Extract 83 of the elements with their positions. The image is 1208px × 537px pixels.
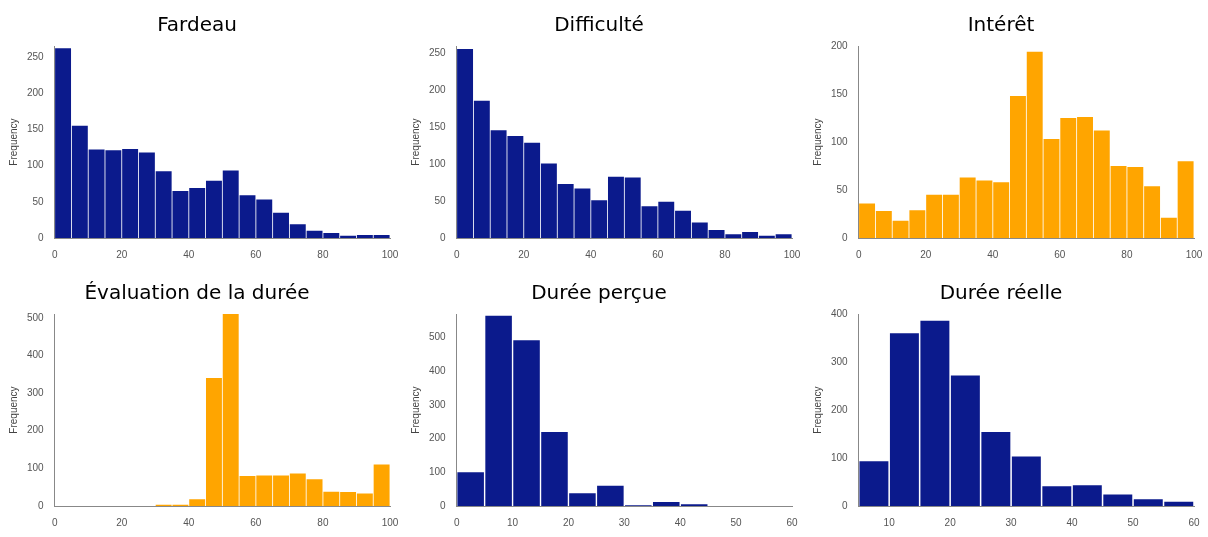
y-tick-label: 200 — [27, 86, 45, 98]
y-tick-label: 0 — [38, 499, 45, 511]
y-axis-title: Frequency — [811, 386, 823, 434]
x-tick-label: 10 — [883, 516, 896, 528]
x-tick-label: 100 — [381, 248, 399, 260]
x-tick-label: 80 — [719, 248, 731, 260]
y-tick-label: 0 — [440, 231, 447, 243]
x-tick-label: 30 — [618, 516, 631, 528]
x-tick-label: 60 — [1188, 516, 1200, 528]
y-tick-label: 50 — [32, 195, 45, 207]
y-tick-label: 100 — [831, 451, 849, 463]
y-tick-label: 0 — [38, 231, 45, 243]
y-tick-label: 200 — [831, 403, 849, 415]
y-axis-title: Frequency — [409, 118, 421, 166]
y-tick-label: 100 — [27, 159, 45, 171]
chart-title: Durée perçue — [531, 280, 667, 305]
x-tick-label: 50 — [730, 516, 743, 528]
y-axis-title: Frequency — [7, 118, 19, 166]
x-tick-label: 30 — [1005, 516, 1018, 528]
y-tick-label: 300 — [429, 398, 447, 410]
x-tick-label: 50 — [1127, 516, 1140, 528]
y-tick-label: 150 — [831, 87, 849, 99]
x-tick-label: 80 — [317, 516, 329, 528]
x-tick-label: 60 — [250, 248, 262, 260]
x-tick-label: 60 — [652, 248, 664, 260]
chart-title: Difficulté — [554, 12, 644, 37]
x-tick-label: 40 — [1066, 516, 1079, 528]
y-tick-label: 50 — [434, 194, 447, 206]
x-tick-label: 60 — [1054, 248, 1066, 260]
y-tick-label: 100 — [831, 135, 849, 147]
x-tick-label: 40 — [183, 248, 195, 260]
y-tick-label: 500 — [429, 331, 447, 343]
y-axis-title: Frequency — [811, 118, 823, 166]
x-tick-label: 20 — [116, 516, 128, 528]
y-tick-label: 100 — [27, 462, 45, 474]
x-tick-label: 40 — [183, 516, 195, 528]
y-tick-label: 50 — [836, 183, 849, 195]
y-tick-label: 200 — [429, 84, 447, 96]
y-axis-title: Frequency — [7, 386, 19, 434]
x-tick-label: 20 — [518, 248, 530, 260]
x-tick-label: 20 — [920, 248, 932, 260]
y-tick-label: 0 — [440, 499, 447, 511]
x-tick-label: 100 — [381, 516, 399, 528]
chart-title: Intérêt — [967, 12, 1035, 37]
x-tick-label: 80 — [317, 248, 329, 260]
x-tick-label: 40 — [987, 248, 999, 260]
y-tick-label: 100 — [429, 466, 447, 478]
x-tick-label: 20 — [116, 248, 128, 260]
y-tick-label: 400 — [429, 365, 447, 377]
x-tick-label: 40 — [674, 516, 687, 528]
chart-title: Durée réelle — [939, 280, 1063, 305]
y-tick-label: 250 — [429, 47, 447, 59]
y-tick-label: 300 — [831, 355, 849, 367]
x-tick-label: 40 — [585, 248, 597, 260]
x-tick-label: 0 — [51, 248, 58, 260]
x-tick-label: 100 — [1185, 248, 1203, 260]
chart-title: Évaluation de la durée — [84, 280, 310, 305]
y-tick-label: 150 — [27, 123, 45, 135]
x-tick-label: 20 — [562, 516, 575, 528]
y-tick-label: 200 — [831, 39, 849, 51]
y-axis-title: Frequency — [409, 386, 421, 434]
x-tick-label: 100 — [783, 248, 801, 260]
x-tick-label: 0 — [453, 516, 460, 528]
x-tick-label: 80 — [1121, 248, 1133, 260]
x-tick-label: 60 — [250, 516, 262, 528]
y-tick-label: 250 — [27, 50, 45, 62]
y-tick-label: 150 — [429, 120, 447, 132]
x-tick-label: 60 — [786, 516, 798, 528]
y-tick-label: 100 — [429, 157, 447, 169]
y-tick-label: 200 — [429, 432, 447, 444]
x-tick-label: 0 — [453, 248, 460, 260]
y-tick-label: 300 — [27, 386, 45, 398]
y-tick-label: 500 — [27, 311, 45, 323]
x-tick-label: 0 — [855, 248, 862, 260]
y-tick-label: 0 — [842, 499, 849, 511]
x-tick-label: 10 — [507, 516, 519, 528]
y-tick-label: 400 — [831, 307, 849, 319]
y-tick-label: 400 — [27, 349, 45, 361]
y-tick-label: 0 — [842, 231, 849, 243]
y-tick-label: 200 — [27, 424, 45, 436]
x-tick-label: 0 — [51, 516, 58, 528]
x-tick-label: 20 — [944, 516, 957, 528]
chart-title: Fardeau — [157, 12, 237, 37]
